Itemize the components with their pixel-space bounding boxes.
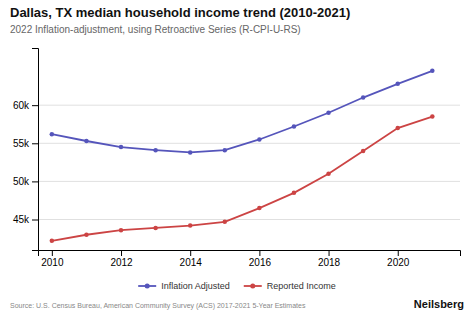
- x-tick-mark: [398, 250, 399, 256]
- legend-item: Reported Income: [244, 281, 336, 291]
- legend-marker: [250, 283, 255, 288]
- x-tick-mark: [329, 250, 330, 256]
- y-tick-mark: [32, 143, 38, 144]
- chart-svg: Dallas, TX median household income trend…: [0, 0, 474, 316]
- x-tick-label: 2020: [387, 257, 410, 268]
- source-note: Source: U.S. Census Bureau, American Com…: [10, 302, 306, 310]
- marker: [153, 226, 158, 231]
- marker: [326, 172, 331, 177]
- y-tick-label: 55k: [13, 138, 30, 149]
- y-tick: 50k: [13, 176, 38, 187]
- grid: [38, 105, 460, 219]
- marker: [223, 148, 228, 153]
- x-tick: 2014: [180, 250, 203, 268]
- grid-line: [38, 105, 460, 106]
- marker: [257, 137, 262, 142]
- marker: [50, 132, 55, 137]
- line: [52, 71, 432, 153]
- legend: Inflation Adjusted Reported Income: [138, 281, 336, 291]
- y-tick-mark: [32, 181, 38, 182]
- x-tick: 2010: [41, 250, 64, 268]
- y-tick-mark: [32, 220, 38, 221]
- x-tick-label: 2016: [249, 257, 272, 268]
- y-tick: 45k: [13, 214, 38, 225]
- x-tick-label: 2012: [110, 257, 133, 268]
- x-tick: 2018: [318, 250, 341, 268]
- marker: [430, 114, 435, 119]
- marker: [292, 191, 297, 196]
- marker: [361, 95, 366, 100]
- marks: [50, 69, 435, 243]
- marker: [119, 145, 124, 150]
- marker: [292, 124, 297, 129]
- y-tick-mark: [32, 105, 38, 106]
- x-tick-mark: [259, 250, 260, 256]
- marker: [188, 223, 193, 228]
- y-tick-label: 50k: [13, 176, 30, 187]
- legend-label: Reported Income: [267, 281, 336, 291]
- marker: [119, 228, 124, 233]
- line: [52, 117, 432, 241]
- marker: [84, 232, 89, 237]
- x-tick-mark: [190, 250, 191, 256]
- legend-item: Inflation Adjusted: [138, 281, 230, 291]
- y-tick-label: 60k: [13, 100, 30, 111]
- marker: [84, 139, 89, 144]
- marker: [395, 126, 400, 131]
- chart-container: Dallas, TX median household income trend…: [0, 0, 474, 316]
- y-tick-label: 45k: [13, 214, 30, 225]
- subtitle: 2022 Inflation-adjustment, using Retroac…: [10, 24, 301, 35]
- y-tick: 60k: [13, 100, 38, 111]
- marker: [153, 148, 158, 153]
- marker: [257, 206, 262, 211]
- y-axis: 45k 50k 55k 60k: [13, 49, 39, 251]
- grid-line: [38, 219, 460, 220]
- branding: Neilsberg: [414, 298, 464, 310]
- marker: [395, 82, 400, 87]
- legend-label: Inflation Adjusted: [161, 281, 230, 291]
- marker: [188, 150, 193, 155]
- y-axis-line: [32, 49, 39, 251]
- x-tick: 2020: [387, 250, 410, 268]
- x-axis: 2010 2012 2014 2016 2018 2020: [39, 250, 461, 268]
- x-tick-label: 2010: [41, 257, 64, 268]
- x-tick-mark: [52, 250, 53, 256]
- y-tick: 55k: [13, 138, 38, 149]
- marker: [361, 149, 366, 154]
- plot-area: 2010 2012 2014 2016 2018 2020 45k 50k 55k 60k: [13, 49, 461, 269]
- x-tick-label: 2014: [180, 257, 203, 268]
- marker: [326, 111, 331, 116]
- x-tick-label: 2018: [318, 257, 341, 268]
- marker: [430, 69, 435, 74]
- x-axis-line: [39, 251, 461, 257]
- marker: [223, 220, 228, 225]
- grid-line: [38, 181, 460, 182]
- x-tick-mark: [121, 250, 122, 256]
- marker: [50, 239, 55, 244]
- x-tick: 2012: [110, 250, 133, 268]
- title: Dallas, TX median household income trend…: [10, 5, 350, 20]
- x-tick: 2016: [249, 250, 272, 268]
- legend-marker: [145, 283, 150, 288]
